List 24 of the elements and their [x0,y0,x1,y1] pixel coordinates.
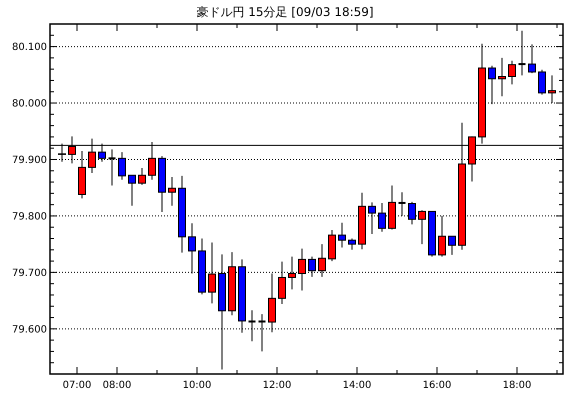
x-tick-label: 10:00 [182,380,212,391]
x-tick-label: 14:00 [342,380,372,391]
candlestick [448,236,456,256]
y-tick-label: 80.000 [12,98,47,110]
x-tick-label: 12:00 [262,380,292,391]
x-tick-label: 18:00 [502,380,532,391]
x-tick-label: 07:00 [62,380,92,391]
candlestick [508,60,516,85]
chart-title: 豪ドル円 15分足 [09/03 18:59] [196,5,374,19]
candlestick [128,174,136,206]
y-tick-label: 79.800 [12,211,47,222]
y-tick-label: 79.900 [12,154,47,166]
candlestick [138,167,146,186]
candlestick [338,222,346,248]
x-tick-label: 16:00 [422,380,452,391]
candlestick [348,238,356,250]
candlestick [168,176,176,206]
candlestick [538,69,546,96]
y-tick-label: 79.700 [12,268,47,279]
x-tick-label: 08:00 [102,380,132,391]
y-tick-label: 80.100 [12,42,47,54]
candlestick [498,57,506,97]
y-tick-label: 79.600 [12,324,47,336]
candlestick [328,230,336,262]
